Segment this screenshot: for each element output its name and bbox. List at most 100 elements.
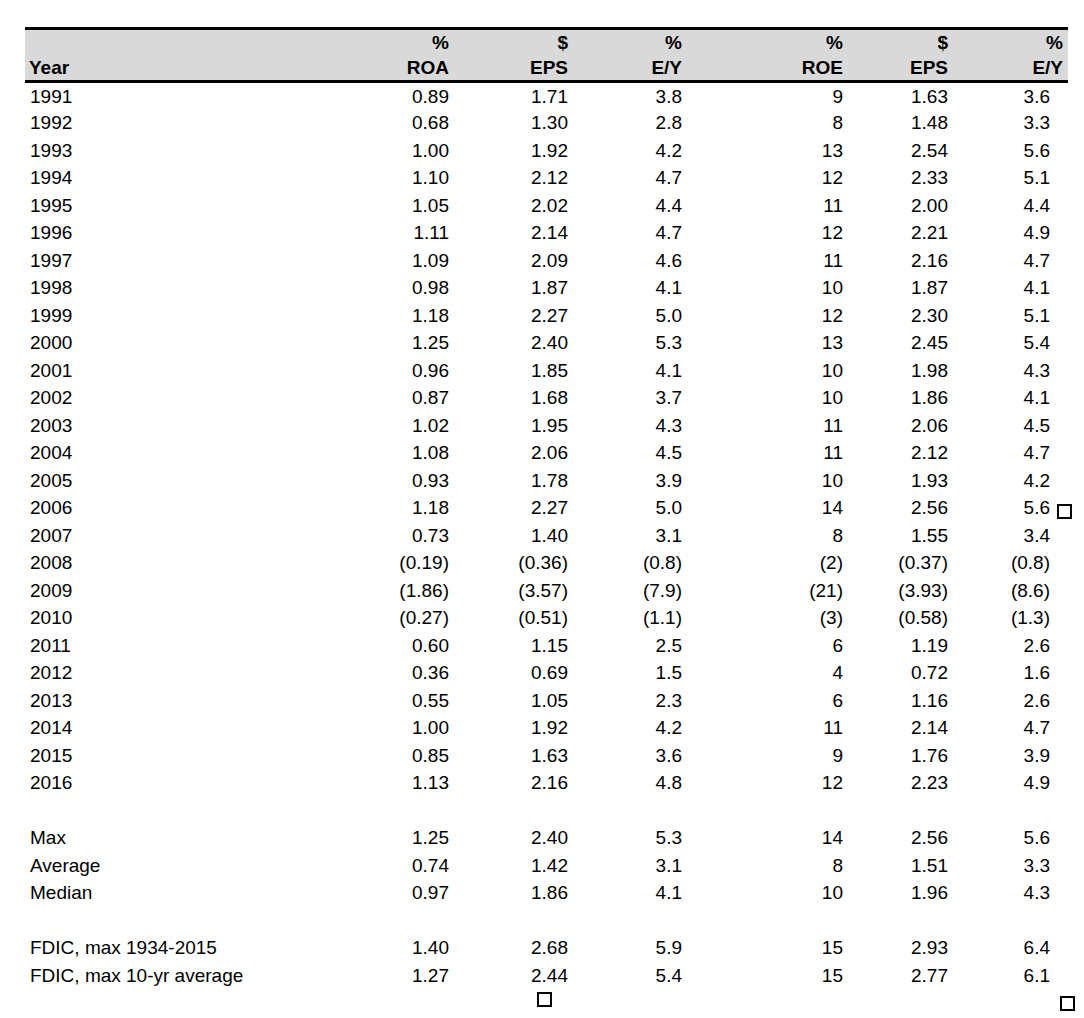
- value-cell-text: 2.16: [911, 250, 948, 271]
- value-cell: 3.1: [572, 852, 686, 880]
- unit-header-cell: [25, 29, 315, 55]
- value-cell: 4.5: [952, 412, 1068, 440]
- value-cell: 2.6: [952, 687, 1068, 715]
- value-cell: 11: [686, 439, 847, 467]
- value-cell: 10: [686, 357, 847, 385]
- value-cell: 4.2: [572, 714, 686, 742]
- value-cell: 2.40: [453, 329, 572, 357]
- value-cell-text: 0.98: [412, 277, 449, 298]
- value-cell: 0.36: [315, 659, 453, 687]
- value-cell: 4.3: [572, 412, 686, 440]
- unit-header-cell-text: %: [1046, 32, 1063, 53]
- value-cell: 2.40: [453, 824, 572, 852]
- value-cell-text: 4.1: [656, 360, 682, 381]
- value-cell-text: 10: [822, 470, 843, 491]
- value-cell-text: 1.92: [531, 140, 568, 161]
- value-cell: 3.9: [572, 467, 686, 495]
- table-header: %$%%$%YearROAEPSE/YROEEPSE/Y: [25, 29, 1068, 82]
- value-cell: 5.4: [572, 962, 686, 990]
- value-cell-text: 1.15: [531, 635, 568, 656]
- value-cell-text: 1.18: [412, 305, 449, 326]
- value-cell: 3.4: [952, 522, 1068, 550]
- value-cell: 4.7: [572, 219, 686, 247]
- value-cell: 2.68: [453, 934, 572, 962]
- value-cell-text: 2.93: [911, 937, 948, 958]
- value-cell-text: 2.30: [911, 305, 948, 326]
- value-cell: 0.72: [847, 659, 952, 687]
- value-cell-text: 3.6: [1024, 86, 1050, 107]
- value-cell-text: (8.6): [1011, 580, 1050, 601]
- value-cell-text: 4.4: [1024, 195, 1050, 216]
- row-label-cell: 2004: [25, 439, 315, 467]
- row-label-cell-text: 2011: [30, 635, 71, 656]
- financial-table: %$%%$%YearROAEPSE/YROEEPSE/Y 19910.891.7…: [25, 27, 1068, 989]
- column-header-cell-text: E/Y: [651, 57, 682, 78]
- value-cell: 1.92: [453, 137, 572, 165]
- row-label-cell: 1998: [25, 274, 315, 302]
- unit-header-cell: $: [847, 29, 952, 55]
- value-cell-text: 0.87: [412, 387, 449, 408]
- unit-header-cell: $: [453, 29, 572, 55]
- column-header-cell-text: ROA: [407, 57, 449, 78]
- row-label-cell-text: 2012: [30, 662, 72, 683]
- value-cell-text: 12: [822, 222, 843, 243]
- value-cell-text: 2.40: [531, 332, 568, 353]
- value-cell-text: 15: [822, 937, 843, 958]
- value-cell-text: 12: [822, 167, 843, 188]
- value-cell-text: 4: [832, 662, 843, 683]
- value-cell: 10: [686, 879, 847, 907]
- value-cell: (7.9): [572, 577, 686, 605]
- value-cell-text: 8: [832, 855, 843, 876]
- value-cell: 2.54: [847, 137, 952, 165]
- value-cell-text: 5.4: [656, 965, 682, 986]
- value-cell: 5.6: [952, 494, 1068, 522]
- value-cell: 4.2: [572, 137, 686, 165]
- value-cell-text: 1.42: [531, 855, 568, 876]
- value-cell: 2.00: [847, 192, 952, 220]
- value-cell: 4.7: [952, 247, 1068, 275]
- header-labels-row: YearROAEPSE/YROEEPSE/Y: [25, 54, 1068, 82]
- value-cell: 5.9: [572, 934, 686, 962]
- table-row: 20010.961.854.1101.984.3: [25, 357, 1068, 385]
- value-cell-text: 1.85: [531, 360, 568, 381]
- row-label-cell: 1999: [25, 302, 315, 330]
- value-cell: 0.85: [315, 742, 453, 770]
- value-cell: 4.8: [572, 769, 686, 797]
- row-label-cell: 2014: [25, 714, 315, 742]
- value-cell: 2.16: [847, 247, 952, 275]
- value-cell-text: 1.48: [911, 112, 948, 133]
- value-cell-text: 1.25: [412, 332, 449, 353]
- value-cell-text: 6.1: [1024, 965, 1050, 986]
- unit-header-cell-text: %: [665, 32, 682, 53]
- value-cell-text: 2.44: [531, 965, 568, 986]
- value-cell: (0.51): [453, 604, 572, 632]
- value-cell-text: 13: [822, 332, 843, 353]
- value-cell: 4.7: [572, 164, 686, 192]
- value-cell: 1.05: [453, 687, 572, 715]
- value-cell-text: 10: [822, 360, 843, 381]
- value-cell: 4.6: [572, 247, 686, 275]
- table-row: 2010(0.27)(0.51)(1.1)(3)(0.58)(1.3): [25, 604, 1068, 632]
- value-cell: 1.71: [453, 82, 572, 110]
- column-header-cell: E/Y: [952, 54, 1068, 82]
- row-label-cell-text: 1997: [30, 250, 72, 271]
- value-cell-text: (0.37): [898, 552, 948, 573]
- value-cell-text: 4.9: [1024, 222, 1050, 243]
- value-cell-text: 4.7: [1024, 442, 1050, 463]
- value-cell: 1.00: [315, 137, 453, 165]
- value-cell-text: 2.27: [531, 305, 568, 326]
- unit-header-cell-text: %: [432, 32, 449, 53]
- summary-row: Max1.252.405.3142.565.6: [25, 824, 1068, 852]
- row-label-cell-text: 2010: [30, 607, 72, 628]
- value-cell: (3.93): [847, 577, 952, 605]
- value-cell: 0.60: [315, 632, 453, 660]
- value-cell: 2.45: [847, 329, 952, 357]
- value-cell-text: 1.10: [412, 167, 449, 188]
- value-cell: 5.1: [952, 302, 1068, 330]
- value-cell: (0.27): [315, 604, 453, 632]
- value-cell-text: 15: [822, 965, 843, 986]
- value-cell: 0.68: [315, 109, 453, 137]
- spacer-cell: [25, 797, 1068, 825]
- value-cell-text: 6: [832, 690, 843, 711]
- table-row: 2008(0.19)(0.36)(0.8)(2)(0.37)(0.8): [25, 549, 1068, 577]
